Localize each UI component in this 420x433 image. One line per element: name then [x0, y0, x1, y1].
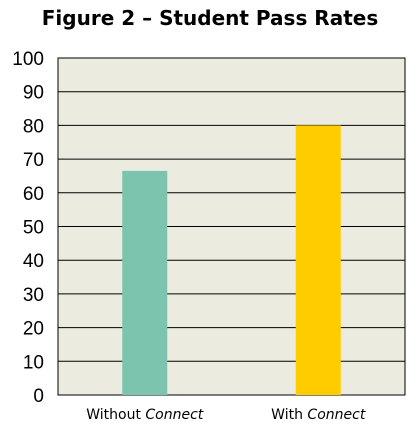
bars [122, 125, 341, 396]
y-tick-label: 10 [23, 352, 44, 373]
y-tick-label: 70 [23, 150, 44, 171]
y-tick-label: 30 [23, 285, 44, 306]
category-prefix: Without [86, 407, 145, 423]
x-axis-labels: Without Connect With Connect [86, 407, 366, 423]
y-tick-label: 20 [23, 319, 44, 340]
x-category-label: Without Connect [86, 407, 204, 423]
y-tick-label: 90 [23, 83, 44, 104]
bar-2 [295, 125, 341, 396]
bar-1 [122, 170, 168, 395]
category-prefix: With [271, 407, 307, 423]
y-tick-label: 100 [12, 49, 44, 70]
x-category-label: With Connect [271, 407, 366, 423]
y-tick-label: 60 [23, 184, 44, 205]
category-emphasis: Connect [307, 407, 365, 423]
y-tick-label: 80 [23, 116, 44, 137]
chart-title: Figure 2 – Student Pass Rates [41, 6, 379, 30]
y-axis-ticks: 0 10 20 30 40 50 60 70 80 90 100 [12, 49, 44, 407]
category-emphasis: Connect [145, 407, 203, 423]
gridlines [58, 91, 405, 362]
y-tick-label: 0 [33, 386, 44, 407]
y-tick-label: 50 [23, 218, 44, 239]
y-tick-label: 40 [23, 251, 44, 272]
